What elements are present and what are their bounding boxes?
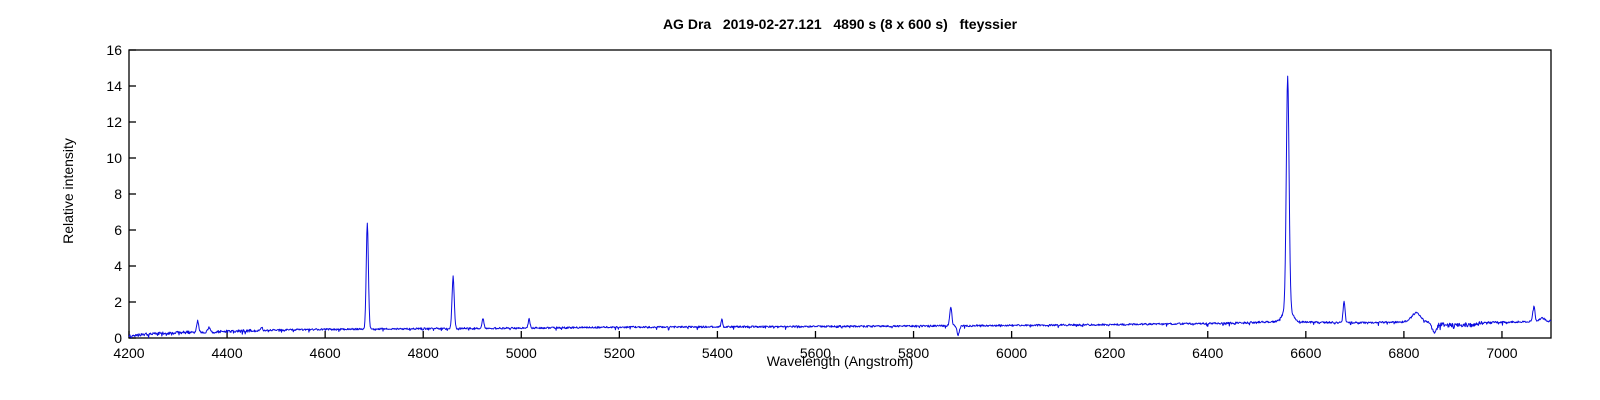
y-tick-label: 4 (114, 258, 122, 274)
x-axis-label: Wavelength (Angstrom) (766, 353, 914, 369)
chart-title: AG Dra 2019-02-27.121 4890 s (8 x 600 s)… (662, 16, 1018, 32)
spectrum-line (128, 75, 1552, 339)
x-tick-label: 6800 (1388, 345, 1419, 361)
y-tick-label: 10 (106, 150, 122, 166)
x-tick-label: 5800 (898, 345, 929, 361)
x-tick-label: 4400 (211, 345, 242, 361)
y-tick-label: 2 (114, 294, 122, 310)
x-tick-label: 6600 (1290, 345, 1321, 361)
y-tick-label: 16 (106, 42, 122, 58)
x-tick-label: 7000 (1486, 345, 1517, 361)
x-tick-label: 5600 (800, 345, 831, 361)
y-tick-label: 8 (114, 186, 122, 202)
x-tick-label: 5000 (506, 345, 537, 361)
x-tick-label: 4600 (310, 345, 341, 361)
x-tick-label: 6000 (996, 345, 1027, 361)
plot-border (128, 49, 1552, 339)
y-tick-label: 12 (106, 114, 122, 130)
x-tick-label: 4200 (113, 345, 144, 361)
x-tick-label: 6400 (1192, 345, 1223, 361)
y-tick-label: 6 (114, 222, 122, 238)
y-tick-label: 0 (114, 330, 122, 346)
x-tick-label: 6200 (1094, 345, 1125, 361)
x-tick-label: 5200 (604, 345, 635, 361)
y-tick-label: 14 (106, 78, 122, 94)
x-tick-label: 5400 (702, 345, 733, 361)
x-tick-label: 4800 (408, 345, 439, 361)
